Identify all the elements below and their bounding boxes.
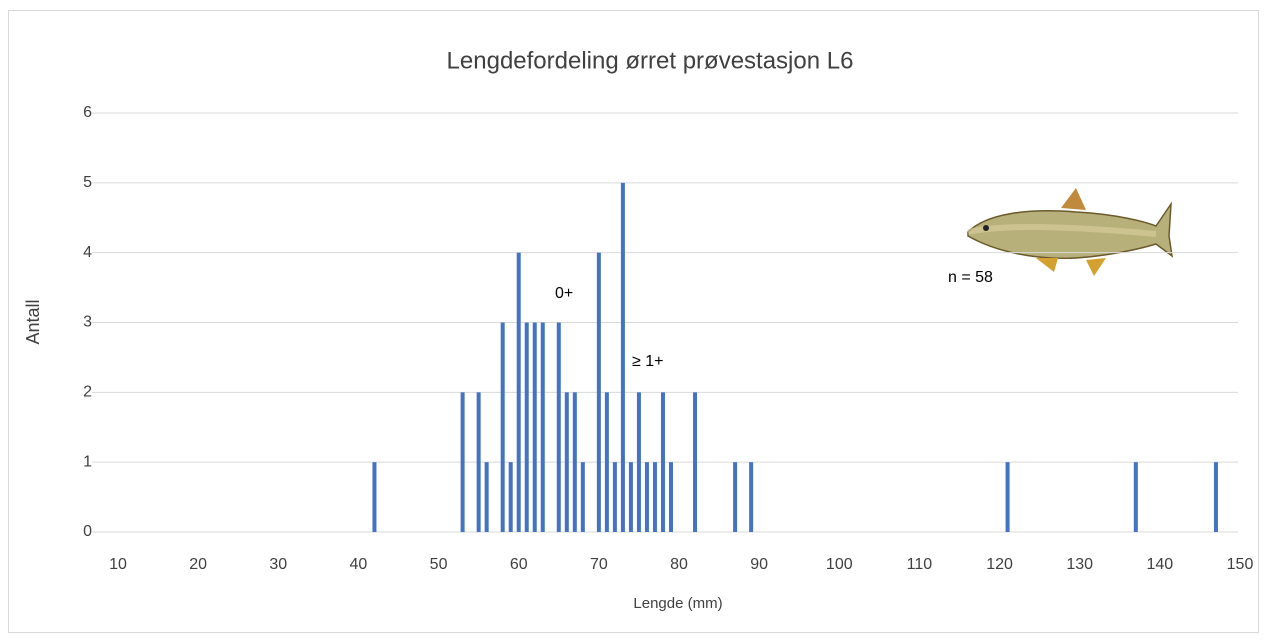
- bar: [733, 462, 738, 532]
- x-tick-label: 120: [986, 556, 1013, 573]
- bar: [652, 462, 657, 532]
- bar: [1005, 462, 1010, 532]
- chart-border: [8, 10, 1259, 633]
- x-axis-label: Lengde (mm): [633, 595, 722, 612]
- x-tick-label: 50: [430, 556, 448, 573]
- bar: [628, 462, 633, 532]
- fish-illustration: [967, 188, 1174, 276]
- x-tick-label: 100: [826, 556, 853, 573]
- x-tick-label: 20: [189, 556, 207, 573]
- x-tick-label: 80: [670, 556, 688, 573]
- x-tick-label: 30: [269, 556, 287, 573]
- annotation: n = 58: [948, 269, 993, 286]
- x-tick-label: 70: [590, 556, 608, 573]
- bar: [484, 462, 489, 532]
- y-tick-label: 2: [83, 384, 92, 401]
- x-tick-label: 60: [510, 556, 528, 573]
- bar: [500, 322, 505, 532]
- chart-title: Lengdefordeling ørret prøvestasjon L6: [447, 47, 854, 74]
- y-axis-label: Antall: [23, 299, 43, 344]
- bar: [516, 252, 521, 532]
- x-tick-label: 90: [750, 556, 768, 573]
- x-tick-label: 140: [1147, 556, 1174, 573]
- bar: [612, 462, 617, 532]
- bar: [372, 462, 377, 532]
- bar: [749, 462, 754, 532]
- bar: [508, 462, 513, 532]
- x-tick-label: 10: [109, 556, 127, 573]
- bar: [660, 392, 665, 532]
- x-tick-label: 150: [1227, 556, 1254, 573]
- y-tick-label: 5: [83, 174, 92, 191]
- bar: [540, 322, 545, 532]
- y-tick-label: 1: [83, 453, 92, 470]
- bar: [1213, 462, 1218, 532]
- x-tick-label: 130: [1066, 556, 1093, 573]
- annotation: ≥ 1+: [632, 353, 663, 370]
- y-tick-label: 3: [83, 314, 92, 331]
- bar: [524, 322, 529, 532]
- bar: [460, 392, 465, 532]
- annotation: 0+: [555, 285, 573, 302]
- y-tick-label: 6: [83, 104, 92, 121]
- bar: [476, 392, 481, 532]
- bar: [604, 392, 609, 532]
- bar: [556, 322, 561, 532]
- x-tick-label: 40: [350, 556, 368, 573]
- bar: [644, 462, 649, 532]
- bar: [564, 392, 569, 532]
- y-tick-label: 0: [83, 523, 92, 540]
- bar: [572, 392, 577, 532]
- bar: [596, 252, 601, 532]
- bar: [693, 392, 698, 532]
- y-tick-label: 4: [83, 244, 92, 261]
- bar: [668, 462, 673, 532]
- bar: [1133, 462, 1138, 532]
- bar: [636, 392, 641, 532]
- bar: [580, 462, 585, 532]
- bar: [620, 182, 625, 533]
- x-tick-label: 110: [907, 556, 933, 573]
- bar: [532, 322, 537, 532]
